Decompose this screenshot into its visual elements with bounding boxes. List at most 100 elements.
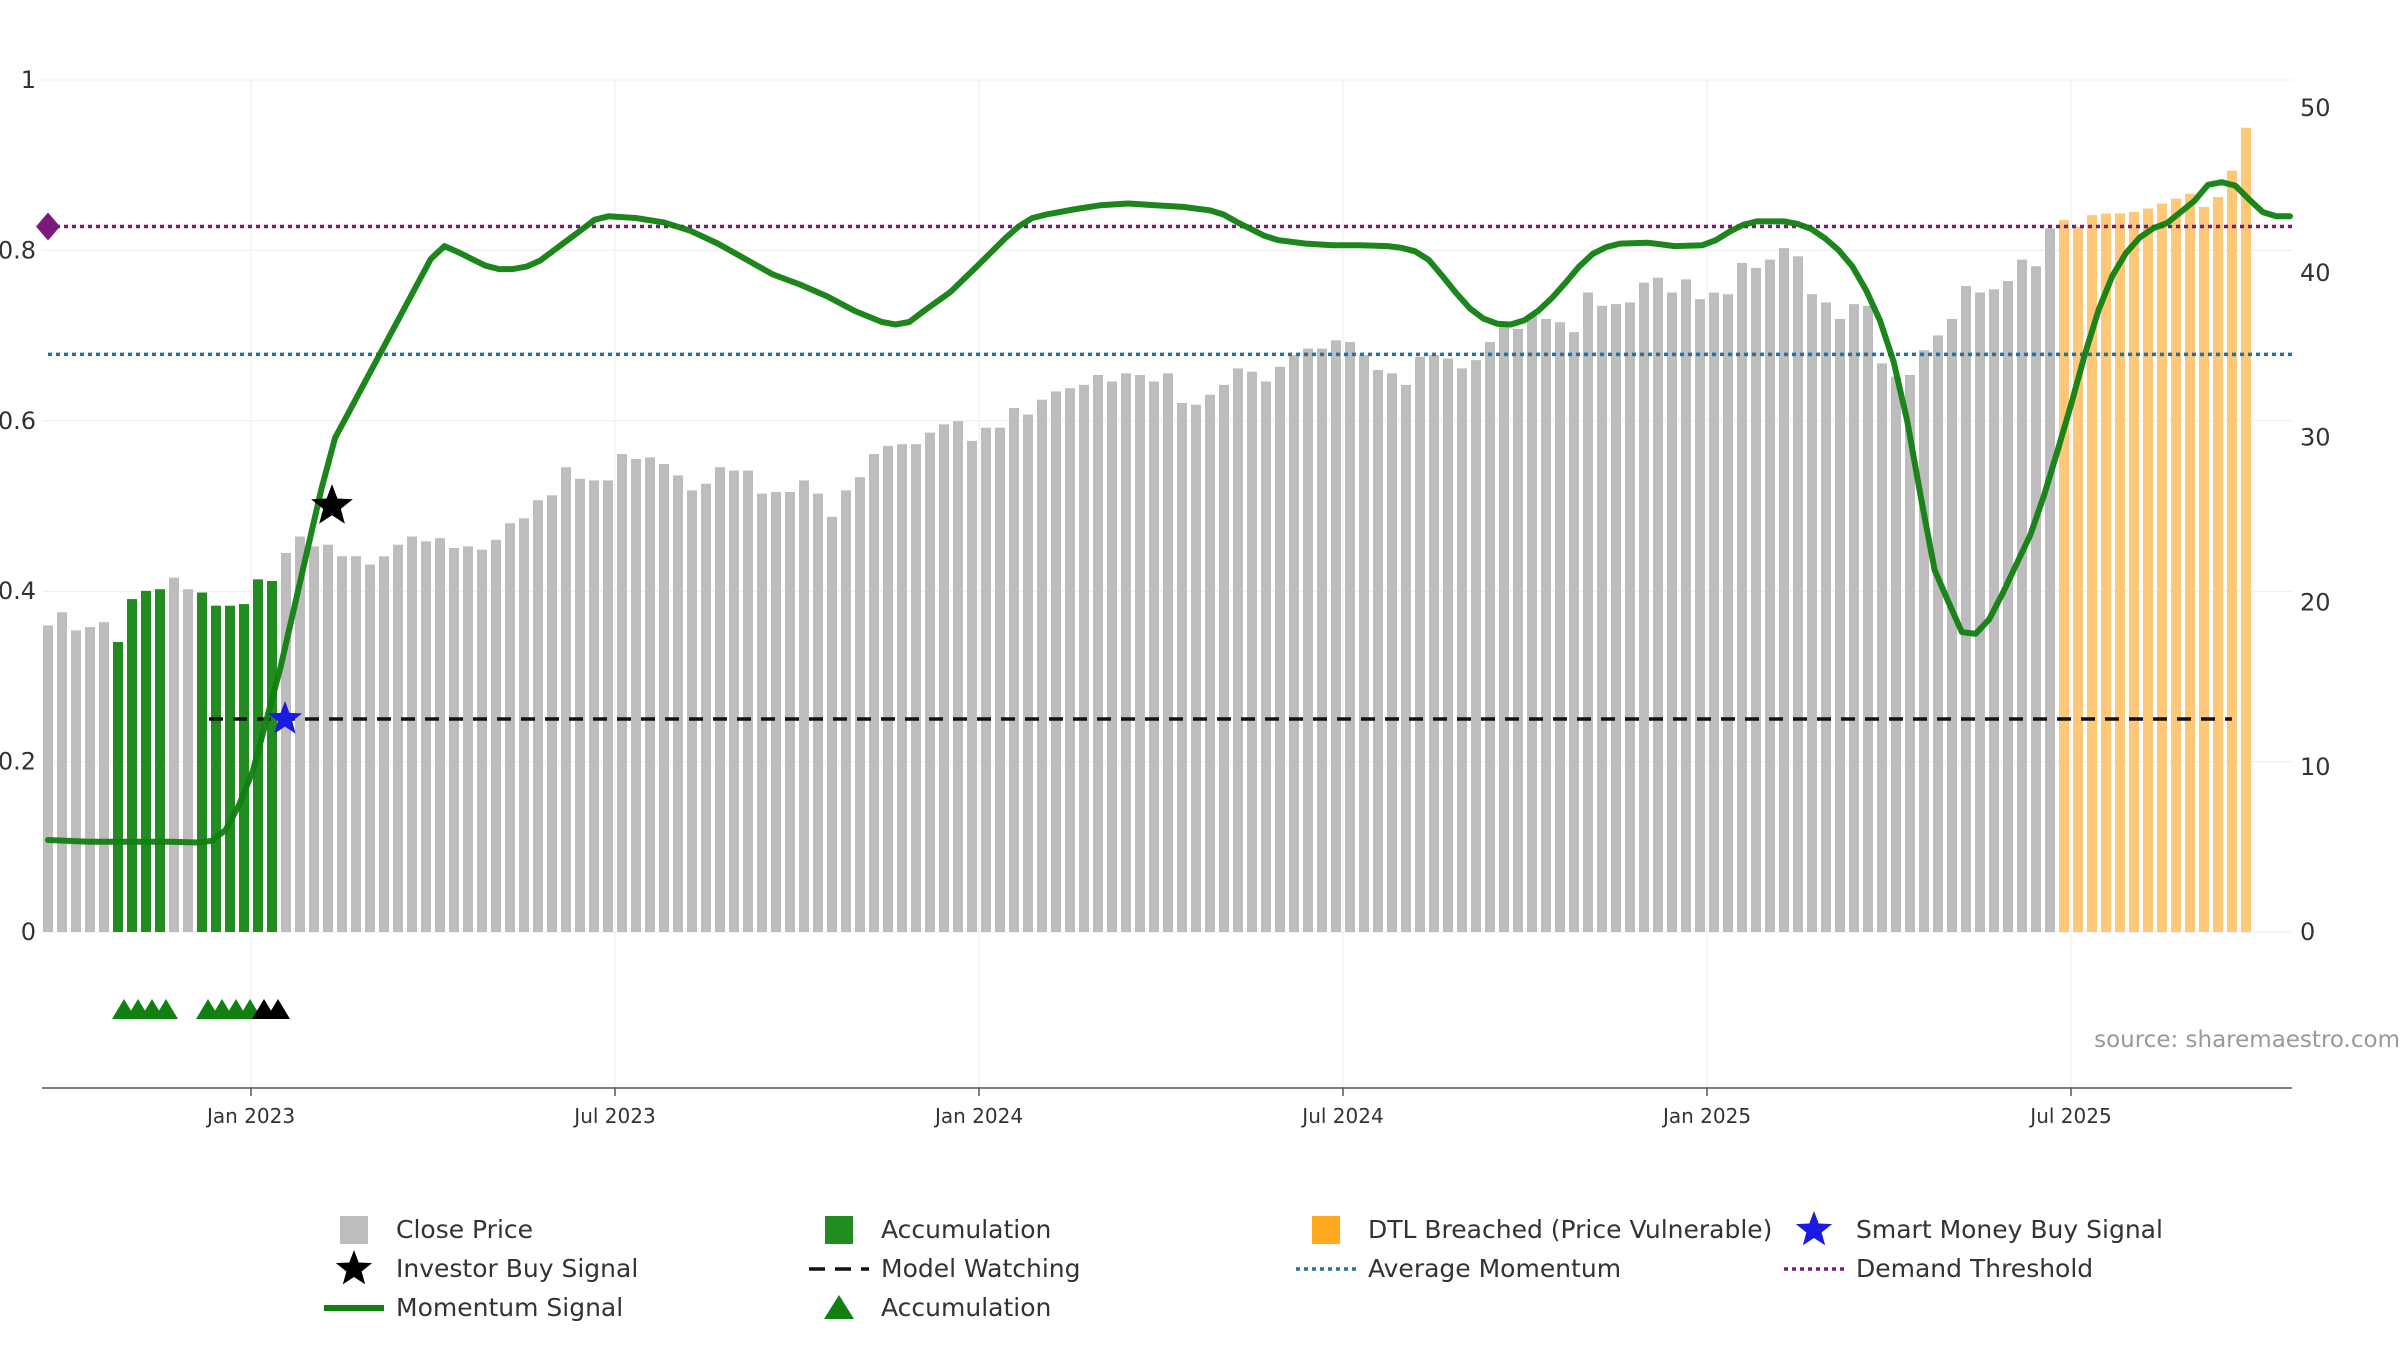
smart-money-buy-star <box>267 701 303 734</box>
bar-close-price <box>1023 414 1033 932</box>
bar-dtl-breached <box>2171 198 2181 932</box>
bar-close-price <box>939 424 949 932</box>
bar-accumulation <box>155 589 165 932</box>
legend-label: Close Price <box>396 1215 533 1244</box>
bar-close-price <box>575 478 585 932</box>
bar-close-price <box>57 612 67 932</box>
x-axis-tick-label: Jul 2023 <box>572 1104 655 1128</box>
bar-close-price <box>925 432 935 932</box>
bar-close-price <box>1359 355 1369 932</box>
right-axis-tick-label: 20 <box>2300 588 2331 616</box>
legend-label: Smart Money Buy Signal <box>1856 1215 2163 1244</box>
bar-close-price <box>1751 267 1761 933</box>
bar-close-price <box>1177 402 1187 932</box>
bar-close-price <box>1009 407 1019 932</box>
bar-dtl-breached <box>2185 193 2195 933</box>
bar-close-price <box>351 556 361 932</box>
bar-close-price <box>1611 304 1621 932</box>
bar-close-price <box>869 454 879 932</box>
bar-accumulation <box>225 605 235 932</box>
bar-close-price <box>365 564 375 932</box>
bar-close-price <box>1149 381 1159 932</box>
bar-close-price <box>1037 399 1047 932</box>
bar-dtl-breached <box>2101 213 2111 933</box>
bar-close-price <box>505 523 515 932</box>
bar-close-price <box>785 491 795 932</box>
bar-close-price <box>295 536 305 932</box>
signal-markers <box>267 484 353 734</box>
bar-close-price <box>981 427 991 932</box>
bar-close-price <box>1401 384 1411 932</box>
bar-close-price <box>729 470 739 932</box>
x-axis-tick-label: Jul 2025 <box>2028 1104 2111 1128</box>
bar-close-price <box>1317 348 1327 932</box>
lower-panel <box>112 999 290 1019</box>
x-axis-tick-label: Jan 2024 <box>933 1104 1023 1128</box>
bar-close-price <box>393 544 403 932</box>
bar-close-price <box>1331 340 1341 932</box>
legend-swatch <box>825 1216 853 1244</box>
legend-label: Demand Threshold <box>1856 1254 2093 1283</box>
bar-close-price <box>1191 404 1201 932</box>
bar-close-price <box>1107 381 1117 932</box>
legend-item-close: Close Price <box>340 1215 533 1244</box>
bar-accumulation <box>141 590 151 932</box>
bar-accumulation <box>197 592 207 932</box>
bar-close-price <box>1779 248 1789 932</box>
bar-close-price <box>883 445 893 932</box>
bar-accumulation <box>127 599 137 932</box>
bar-close-price <box>463 546 473 932</box>
signal-triangle <box>266 999 290 1019</box>
bar-close-price <box>43 625 53 932</box>
bar-dtl-breached <box>2143 208 2153 932</box>
bar-close-price <box>1709 292 1719 932</box>
bar-close-price <box>379 556 389 932</box>
bar-close-price <box>1541 318 1551 933</box>
bar-close-price <box>589 480 599 932</box>
legend-item-avg_momentum: Average Momentum <box>1296 1254 1621 1283</box>
bar-close-price <box>309 546 319 932</box>
legend-label: Momentum Signal <box>396 1293 623 1322</box>
bar-close-price <box>1653 277 1663 932</box>
legend-item-accum_tri: Accumulation <box>824 1293 1051 1322</box>
legend-item-watching: Model Watching <box>809 1254 1081 1283</box>
bar-close-price <box>1569 332 1579 932</box>
demand-threshold-marker <box>36 212 60 241</box>
bar-close-price <box>771 491 781 932</box>
bar-close-price <box>1219 384 1229 932</box>
right-axis-tick-label: 50 <box>2300 94 2331 122</box>
bar-close-price <box>2045 228 2055 932</box>
bar-close-price <box>85 627 95 932</box>
bar-close-price <box>911 444 921 932</box>
bar-close-price <box>1961 285 1971 932</box>
right-axis-tick-label: 10 <box>2300 753 2331 781</box>
legend: Close Price Investor Buy Signal Momentum S… <box>324 1211 2163 1322</box>
bar-dtl-breached <box>2059 220 2069 933</box>
bar-close-price <box>1821 302 1831 932</box>
bar-close-price <box>1933 335 1943 932</box>
bar-close-price <box>1429 355 1439 932</box>
legend-label: Model Watching <box>881 1254 1081 1283</box>
bar-close-price <box>421 541 431 932</box>
bar-close-price <box>1807 294 1817 932</box>
bar-close-price <box>1051 391 1061 932</box>
left-axis-tick-label: 0.4 <box>0 577 36 605</box>
bar-close-price <box>477 549 487 932</box>
bar-close-price <box>1597 305 1607 932</box>
bar-close-price <box>1877 363 1887 932</box>
legend-swatch <box>1312 1216 1340 1244</box>
bar-close-price <box>1625 302 1635 932</box>
bar-close-price <box>1443 358 1453 933</box>
bar-close-price <box>673 475 683 932</box>
bar-close-price <box>1457 368 1467 932</box>
bar-close-price <box>1667 292 1677 932</box>
bar-close-price <box>1079 384 1089 932</box>
bar-close-price <box>967 440 977 932</box>
bar-close-price <box>449 548 459 932</box>
bar-close-price <box>631 459 641 932</box>
bar-close-price <box>1303 348 1313 932</box>
bar-close-price <box>855 477 865 932</box>
bar-close-price <box>1919 350 1929 933</box>
